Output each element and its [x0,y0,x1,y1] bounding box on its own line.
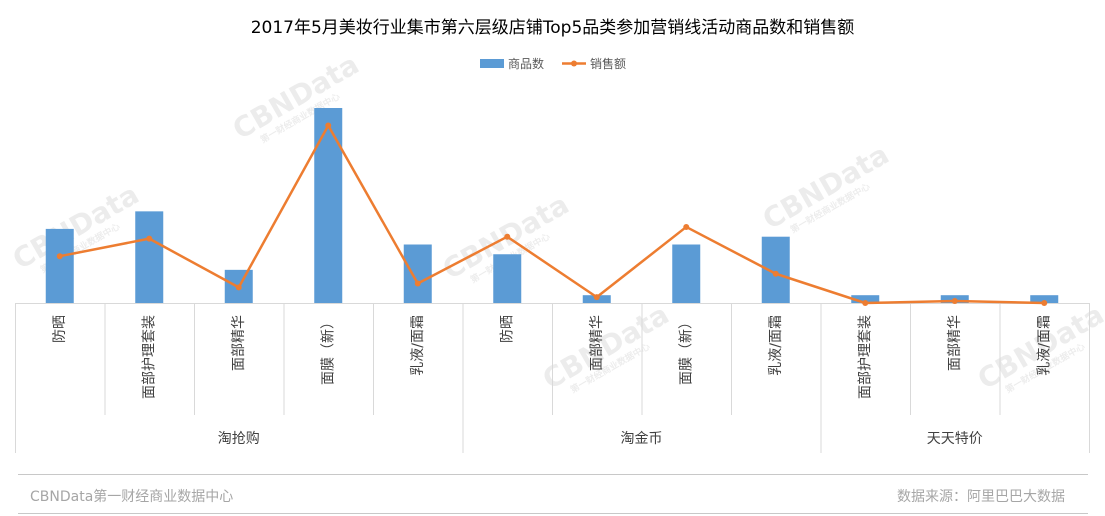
group-label: 淘金币 [621,431,663,447]
line-point [504,233,511,240]
footer-bottom-rule [18,513,1088,514]
watermark: CBNData第一财经商业数据中心 [227,48,365,146]
footer-source-brand: CBNData第一财经商业数据中心 [30,489,234,505]
line-point [1041,300,1048,306]
legend-bar-swatch [480,59,504,68]
bar [672,244,701,303]
footer-top-rule [18,474,1088,475]
bar [314,108,343,303]
line-series [56,122,1048,306]
bar [135,211,164,303]
line-point [56,253,63,260]
chart-svg: CBNData第一财经商业数据中心CBNData第一财经商业数据中心CBNDat… [7,48,1105,453]
category-label: 防晒 [499,315,515,343]
legend-bar-label: 商品数 [508,56,544,71]
chart-title: 2017年5月美妆行业集市第六层级店铺Top5品类参加营销线活动商品数和销售额 [250,18,855,38]
watermark: CBNData第一财经商业数据中心 [7,178,145,276]
line-point [683,223,690,230]
bar [493,254,522,303]
bar [851,295,880,303]
watermark-brand: CBNData [227,48,365,146]
line-point [146,235,153,242]
legend-line-marker [571,60,577,67]
bar [1030,295,1059,303]
line-point [593,294,600,301]
line-point [862,300,869,306]
category-label: 面部护理套装 [857,315,873,399]
watermark: CBNData第一财经商业数据中心 [537,298,675,396]
watermark-brand: CBNData [7,178,145,276]
legend-line-label: 销售额 [590,56,626,71]
category-label: 面膜（新） [320,315,336,385]
category-label: 面部护理套装 [141,315,157,399]
line-point [951,298,958,305]
line-point [325,122,332,129]
footer-data-source: 数据来源：阿里巴巴大数据 [897,489,1065,505]
bar [403,244,432,303]
watermark-layer: CBNData第一财经商业数据中心CBNData第一财经商业数据中心CBNDat… [7,48,1105,396]
line-point [772,270,779,277]
legend: 商品数 销售额 [480,56,626,71]
category-label: 面部精华 [947,315,963,371]
sales-line [59,124,1045,305]
bar [45,228,74,303]
x-axis [15,303,1090,453]
category-label: 乳液/面霜 [768,315,784,376]
group-label: 天天特价 [927,431,983,447]
watermark: CBNData第一财经商业数据中心 [757,138,895,236]
category-label: 乳液/面霜 [410,315,426,376]
group-label: 淘抢购 [218,430,260,447]
category-label: 防晒 [52,315,68,343]
watermark-brand: CBNData [757,138,895,236]
category-label: 面膜（新） [678,315,694,385]
category-label: 乳液/面霜 [1036,315,1052,376]
line-point [414,280,421,287]
category-label: 面部精华 [231,315,247,371]
category-labels: 防晒 面部护理套装 面部精华 面膜（新） 乳液/面霜 防晒 面部精华 面膜（新） 乳液/面霜 面部… [52,315,1053,447]
watermark-brand: CBNData [537,298,675,396]
category-label: 面部精华 [589,315,605,371]
line-point [235,284,242,291]
